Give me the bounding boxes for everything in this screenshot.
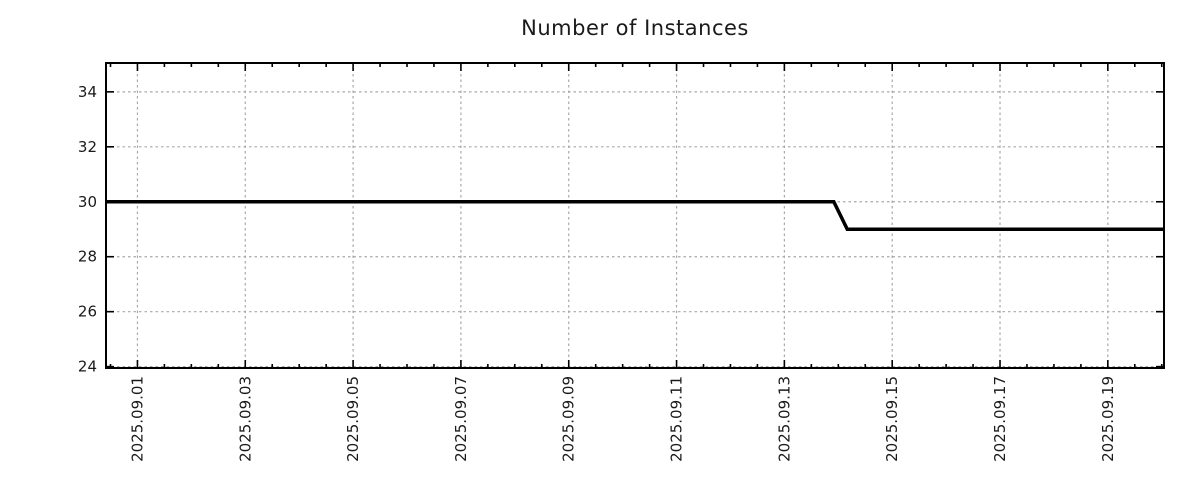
gridlines	[106, 63, 1164, 368]
x-tick-label: 2025.09.05	[344, 376, 362, 462]
x-tick-label: 2025.09.07	[452, 376, 470, 462]
tick-labels: 24 26 28 30 32 34 2025.09.01 2025.09.03 2025.09.…	[78, 83, 1117, 462]
y-tick-label: 26	[78, 303, 97, 321]
x-tick-label: 2025.09.15	[883, 376, 901, 462]
chart-title: Number of Instances	[521, 16, 749, 40]
x-tick-label: 2025.09.13	[775, 376, 793, 462]
y-tick-label: 34	[78, 83, 97, 101]
y-tick-label: 28	[78, 248, 97, 266]
x-tick-label: 2025.09.03	[236, 376, 254, 462]
y-tick-label: 32	[78, 138, 97, 156]
y-tick-label: 24	[78, 358, 97, 376]
x-tick-label: 2025.09.01	[128, 376, 146, 462]
x-tick-label: 2025.09.11	[668, 376, 686, 462]
x-tick-label: 2025.09.19	[1099, 376, 1117, 462]
x-tick-label: 2025.09.17	[991, 376, 1009, 462]
plot-border	[105, 62, 1165, 369]
y-tick-label: 30	[78, 193, 97, 211]
x-tick-label: 2025.09.09	[560, 376, 578, 462]
axis-ticks	[106, 63, 1164, 368]
series-line	[106, 200, 1164, 231]
